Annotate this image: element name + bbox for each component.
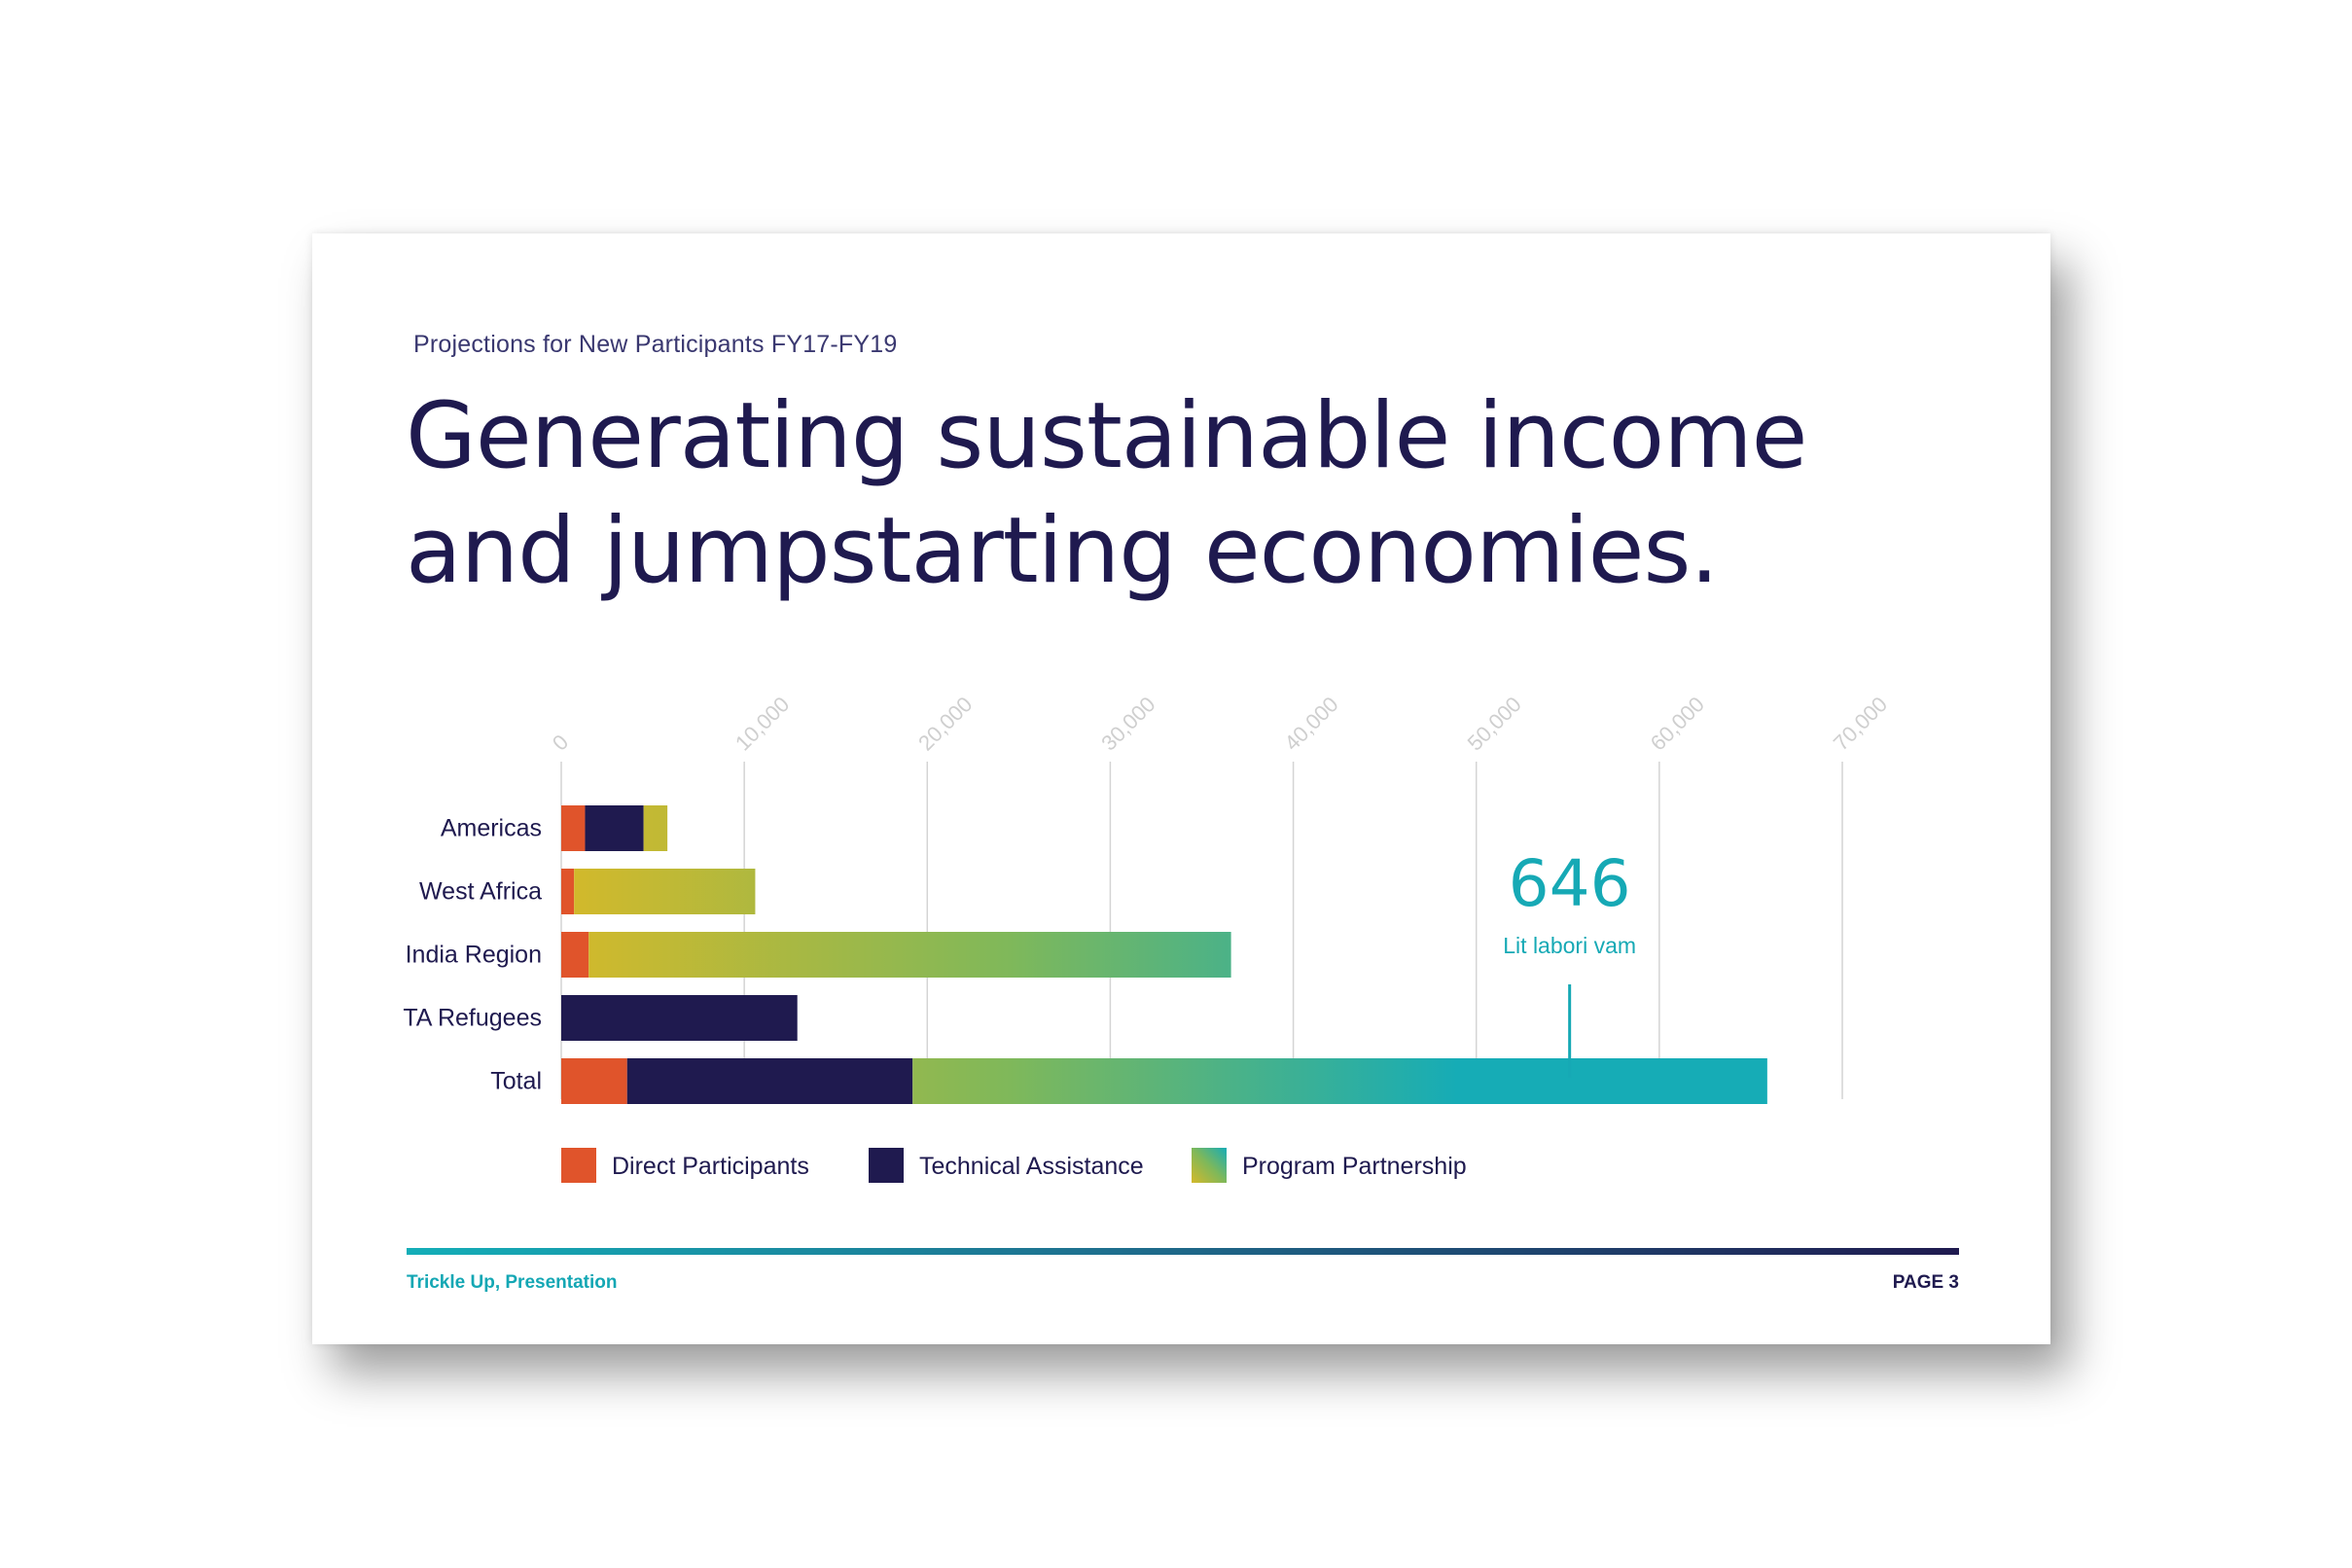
bar-program: [574, 869, 756, 914]
legend-label: Direct Participants: [612, 1153, 809, 1180]
category-label: India Region: [406, 942, 542, 969]
slide-subtitle: Projections for New Participants FY17-FY…: [413, 331, 898, 358]
legend-label: Technical Assistance: [919, 1153, 1144, 1180]
bar-technical: [585, 805, 644, 851]
category-label: Total: [490, 1068, 542, 1095]
category-label: Americas: [441, 815, 542, 842]
bar-program: [912, 1058, 1767, 1104]
x-tick-label: 40,000: [1279, 692, 1342, 755]
callout-text: Lit labori vam: [1503, 933, 1636, 958]
bar-technical: [561, 995, 798, 1041]
category-label: TA Refugees: [403, 1005, 542, 1032]
bar-technical: [626, 1058, 913, 1104]
x-tick-label: 30,000: [1096, 692, 1159, 755]
category-label: West Africa: [419, 878, 542, 906]
legend-swatch-direct: [561, 1148, 596, 1183]
x-tick-label: 0: [548, 730, 573, 755]
footer-divider: [407, 1248, 1959, 1255]
x-tick-label: 20,000: [913, 692, 977, 755]
x-tick-label: 60,000: [1646, 692, 1709, 755]
bar-direct: [561, 1058, 627, 1104]
legend-swatch-technical: [869, 1148, 904, 1183]
stacked-bar-chart: 0 10,000 20,000 30,000 40,000 50,000 60,000 70,…: [403, 692, 1892, 1183]
slide-title: Generating sustainable income and jumpst…: [406, 379, 1865, 609]
legend-label: Program Partnership: [1242, 1153, 1467, 1180]
bar-program: [643, 805, 668, 851]
footer-presentation-name: Trickle Up, Presentation: [407, 1272, 618, 1293]
bar-direct: [561, 869, 575, 914]
legend-swatch-program: [1192, 1148, 1227, 1183]
bar-direct: [561, 932, 589, 978]
x-tick-label: 70,000: [1829, 692, 1892, 755]
footer-page-number: PAGE 3: [1892, 1272, 1959, 1293]
x-tick-label: 50,000: [1463, 692, 1526, 755]
slide-title-line-2: and jumpstarting economies.: [406, 498, 1719, 604]
bar-direct: [561, 805, 586, 851]
bar-program: [588, 932, 1231, 978]
slide-title-line-1: Generating sustainable income: [406, 383, 1807, 489]
callout-value: 646: [1509, 846, 1631, 921]
x-tick-label: 10,000: [731, 692, 794, 755]
slide: Projections for New Participants FY17-FY…: [312, 233, 2050, 1344]
